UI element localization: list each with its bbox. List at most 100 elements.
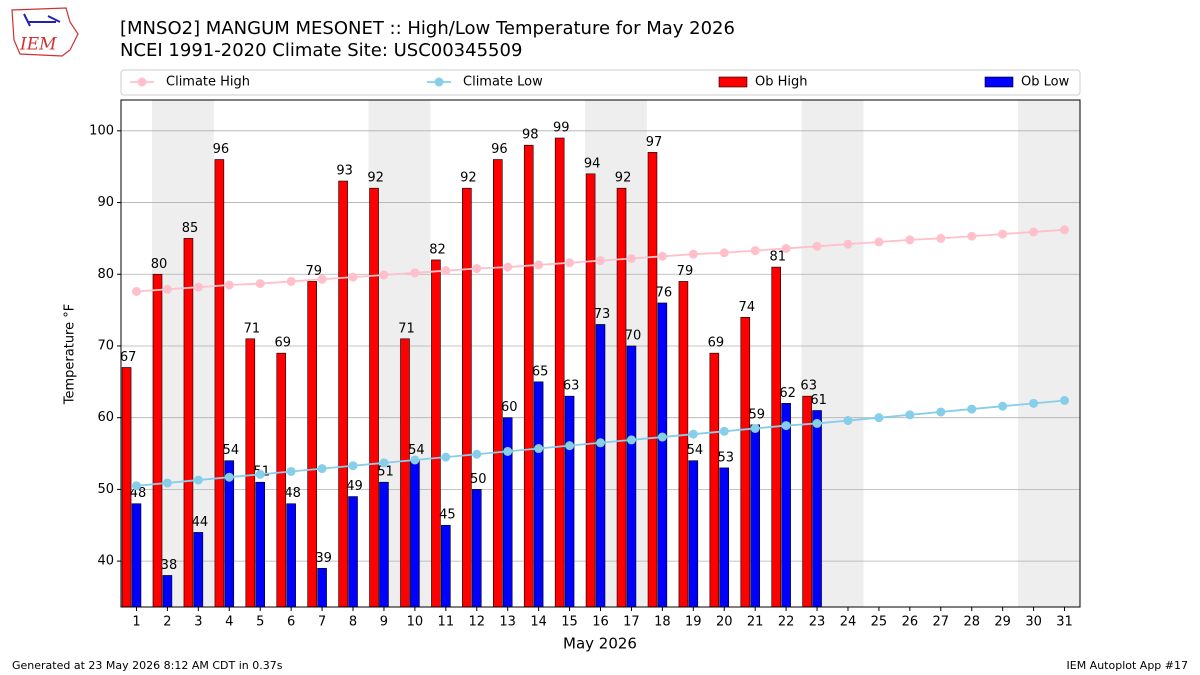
line-marker (719, 248, 729, 258)
line-marker (348, 272, 358, 282)
line-marker (657, 251, 667, 261)
x-tick-label: 19 (685, 615, 702, 630)
line-marker (843, 239, 853, 249)
bar-value-label: 92 (460, 171, 477, 186)
line-marker (905, 235, 915, 245)
y-axis-label: Temperature °F (63, 304, 78, 405)
bar-value-label: 62 (779, 386, 796, 401)
line-marker (441, 266, 451, 276)
bar-value-label: 67 (120, 350, 137, 365)
bar-value-label: 97 (646, 135, 663, 150)
line-marker (998, 401, 1008, 411)
line-marker (193, 282, 203, 292)
line-marker (317, 464, 327, 474)
bar (162, 575, 173, 608)
line-marker (534, 444, 544, 454)
line-marker (688, 429, 698, 439)
bar (131, 503, 142, 608)
x-tick-label: 7 (318, 615, 326, 630)
bar-value-label: 44 (192, 515, 209, 530)
line-marker (379, 270, 389, 280)
line-marker (626, 435, 636, 445)
line-marker (688, 249, 698, 259)
bar (533, 381, 544, 608)
line-marker (410, 455, 420, 465)
bar-value-label: 49 (346, 479, 363, 494)
bar-value-label: 39 (315, 551, 332, 566)
bar (502, 417, 513, 608)
bar-value-label: 85 (182, 221, 199, 236)
bar (462, 187, 472, 608)
line-marker (410, 268, 420, 278)
y-tick-label: 90 (97, 195, 114, 210)
bar (493, 159, 503, 608)
line-marker (286, 466, 296, 476)
footer-left: Generated at 23 May 2026 8:12 AM CDT in … (12, 659, 283, 672)
line-marker (719, 426, 729, 436)
line-marker (255, 469, 265, 479)
bar-value-label: 92 (615, 171, 632, 186)
bar-value-label: 53 (718, 450, 735, 465)
x-tick-label: 17 (623, 615, 640, 630)
line-marker (874, 237, 884, 247)
y-tick-label: 100 (89, 123, 114, 138)
bar-value-label: 96 (213, 142, 230, 157)
x-tick-label: 2 (163, 615, 171, 630)
legend-label: Climate High (166, 75, 250, 90)
line-marker (317, 274, 327, 284)
bar-value-label: 54 (408, 443, 425, 458)
y-tick-label: 50 (97, 482, 114, 497)
bar-value-label: 59 (748, 407, 765, 422)
line-marker (874, 413, 884, 423)
bar-value-label: 92 (367, 171, 384, 186)
bar (626, 345, 637, 608)
footer-right: IEM Autoplot App #17 (1067, 659, 1189, 672)
bar (812, 410, 822, 608)
bar (369, 187, 379, 608)
logo-text: IEM (19, 35, 57, 55)
y-tick-label: 70 (97, 338, 114, 353)
bar-value-label: 54 (687, 443, 704, 458)
x-tick-label: 6 (287, 615, 295, 630)
x-tick-label: 18 (654, 615, 671, 630)
line-marker (131, 481, 141, 491)
bar-value-label: 65 (532, 364, 549, 379)
bar-value-label: 79 (677, 264, 694, 279)
legend-swatch (718, 76, 748, 88)
bar-value-label: 69 (275, 336, 292, 351)
bar (338, 180, 348, 608)
bar (183, 238, 194, 608)
bar (647, 152, 658, 608)
plot-frame (120, 99, 1081, 608)
line-marker (657, 432, 667, 442)
bar-value-label: 79 (305, 264, 322, 279)
bar-value-label: 50 (470, 472, 487, 487)
x-tick-label: 21 (747, 615, 764, 630)
x-tick-label: 31 (1056, 615, 1073, 630)
line-marker (596, 438, 605, 448)
line-marker (998, 229, 1008, 239)
line-marker (1029, 227, 1039, 237)
line-marker (596, 256, 605, 266)
line-marker (843, 416, 853, 426)
bar-value-label: 80 (151, 257, 168, 272)
bar-value-label: 51 (377, 465, 394, 480)
line-marker (286, 276, 296, 286)
line-marker (534, 260, 544, 270)
bar-value-label: 96 (491, 142, 508, 157)
bar-value-label: 48 (284, 486, 301, 501)
line-marker (1060, 225, 1070, 235)
line-marker (503, 446, 513, 456)
line-marker (1060, 395, 1070, 405)
weekend-band (1018, 100, 1080, 607)
x-tick-label: 12 (468, 615, 485, 630)
y-tick-label: 40 (97, 554, 114, 569)
bar-value-label: 94 (584, 156, 601, 171)
line-marker (565, 258, 575, 268)
bar (317, 567, 327, 608)
x-tick-label: 1 (132, 615, 140, 630)
legend-marker (434, 77, 444, 87)
bar-value-label: 70 (625, 328, 642, 343)
